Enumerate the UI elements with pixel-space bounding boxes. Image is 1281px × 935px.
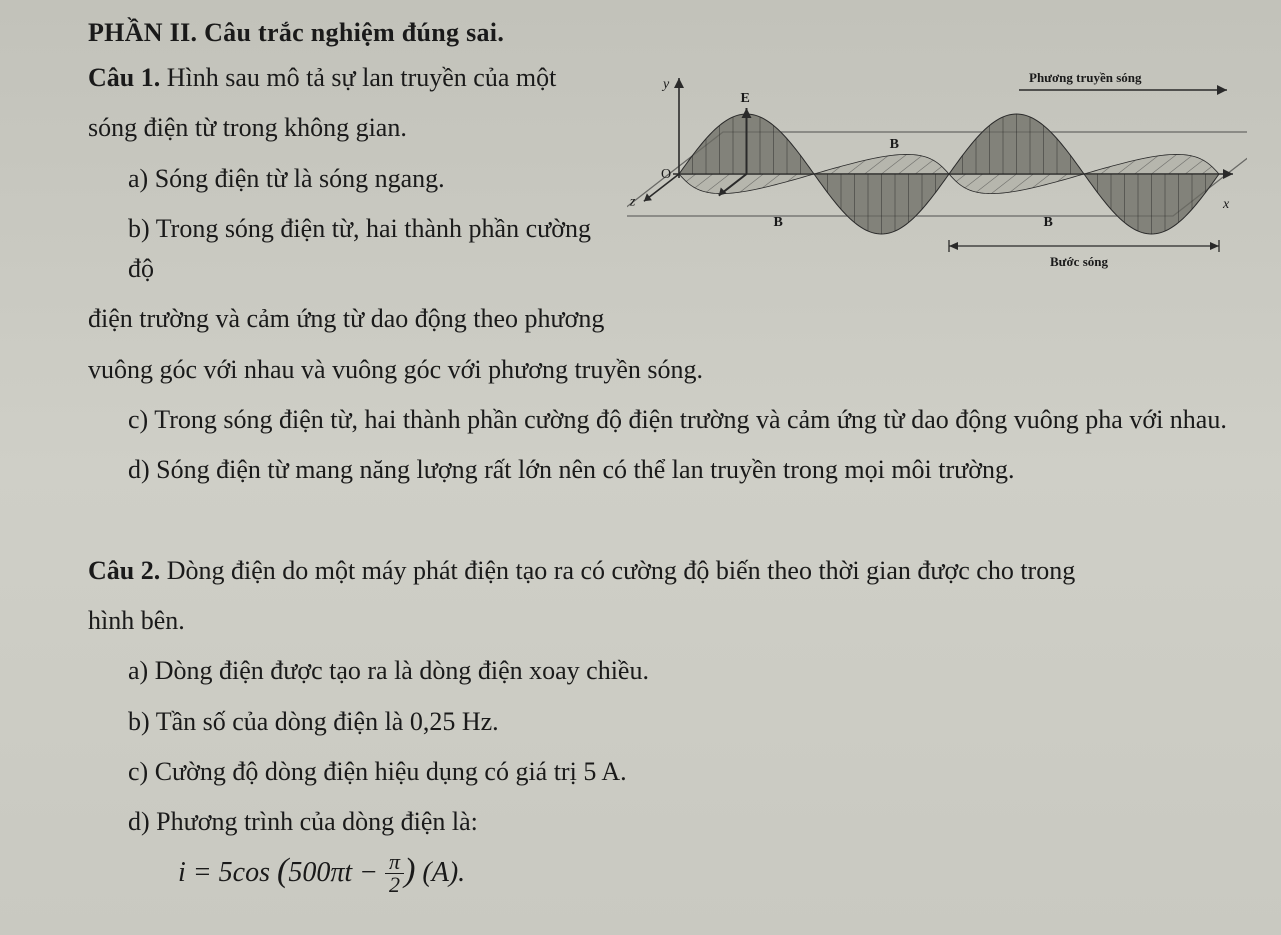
q2-stem-label: Câu 2. [88,556,160,585]
svg-text:y: y [661,77,670,92]
svg-text:Phương truyền sóng: Phương truyền sóng [1029,70,1142,85]
q1-option-d: d) Sóng điện từ mang năng lượng rất lớn … [88,450,1237,490]
q2-formula-frac-num: π [385,851,404,874]
q2-formula-inner1: 500πt − [288,857,385,888]
q1-option-c: c) Trong sóng điện từ, hai thành phần cư… [88,400,1237,440]
q2-formula-frac-den: 2 [385,874,404,896]
q2-stem-line-2: hình bên. [88,601,1237,641]
q1-option-b-line-2: điện trường và cảm ứng từ dao động theo … [88,299,609,339]
q2-formula: i = 5cos (500πt − π2) (A). [88,852,1237,897]
q1-option-b-line-3: vuông góc với nhau và vuông góc với phươ… [88,350,1237,390]
q2-formula-open-paren: ( [277,852,288,889]
svg-text:z: z [629,194,636,209]
q1-option-a: a) Sóng điện từ là sóng ngang. [88,159,609,199]
q2-formula-close-paren: ) [404,852,415,889]
q2-formula-lhs: i = 5cos [178,857,277,888]
question-1-text: Câu 1. Hình sau mô tả sự lan truyền của … [88,58,609,350]
q1-stem-label: Câu 1. [88,63,160,92]
q2-stem-line-1: Câu 2. Dòng điện do một máy phát điện tạ… [88,551,1237,591]
q2-formula-frac: π2 [385,851,404,896]
em-wave-svg: y O E Bx z B B Phương truyền sóng Bước sóng [627,64,1247,294]
q2-option-d: d) Phương trình của dòng điện là: [88,802,1237,842]
q2-option-c: c) Cường độ dòng điện hiệu dụng có giá t… [88,752,1237,792]
q1-stem-rest-1: Hình sau mô tả sự lan truyền của một [160,63,556,92]
q2-option-b: b) Tần số của dòng điện là 0,25 Hz. [88,702,1237,742]
svg-text:Bước sóng: Bước sóng [1050,254,1108,269]
q1-stem-line-1: Câu 1. Hình sau mô tả sự lan truyền của … [88,58,609,98]
q2-stem-rest-1: Dòng điện do một máy phát điện tạo ra có… [160,556,1075,585]
q1-stem-line-2: sóng điện từ trong không gian. [88,108,609,148]
question-2: Câu 2. Dòng điện do một máy phát điện tạ… [88,551,1237,898]
svg-text:B: B [890,137,899,152]
svg-text:B: B [1044,215,1053,230]
svg-text:O: O [661,167,671,182]
svg-text:x: x [1222,197,1230,212]
page: PHẦN II. Câu trắc nghiệm đúng sai. Câu 1… [0,0,1281,935]
svg-text:B: B [774,215,783,230]
question-1-row: Câu 1. Hình sau mô tả sự lan truyền của … [88,58,1237,350]
em-wave-diagram: y O E Bx z B B Phương truyền sóng Bước sóng [627,64,1247,299]
q2-option-a: a) Dòng điện được tạo ra là dòng điện xo… [88,651,1237,691]
svg-text:E: E [741,91,750,106]
section-title: PHẦN II. Câu trắc nghiệm đúng sai. [88,18,1237,48]
q1-option-b-line-1: b) Trong sóng điện từ, hai thành phần cư… [88,209,609,290]
q2-formula-unit: (A). [415,857,465,888]
